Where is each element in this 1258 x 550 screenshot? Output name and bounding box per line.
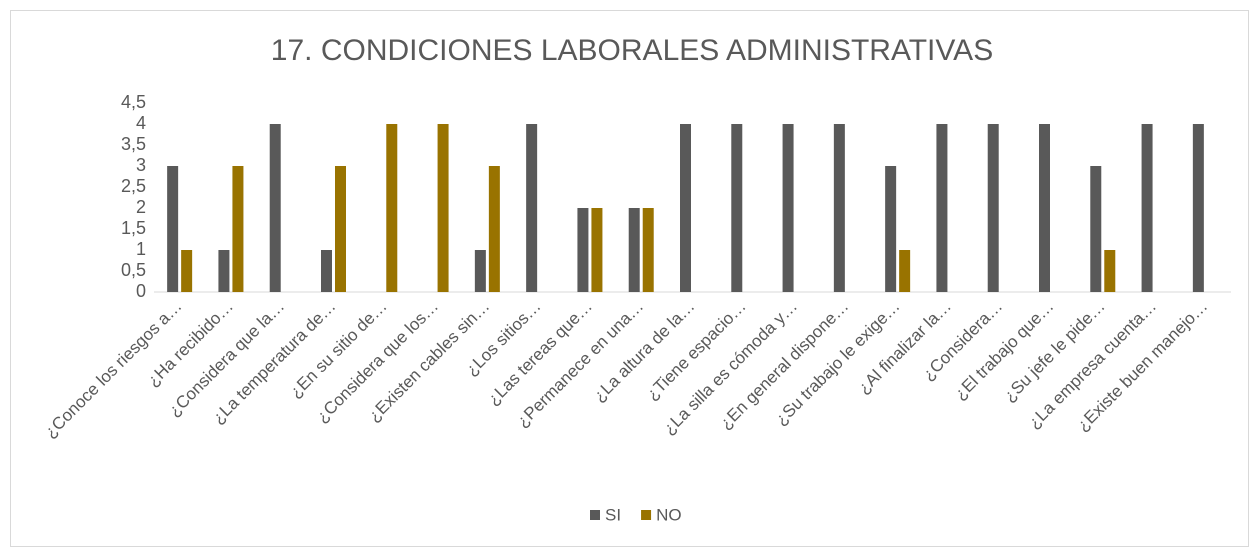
bar bbox=[474, 250, 486, 292]
bar bbox=[1090, 166, 1102, 292]
bar bbox=[218, 250, 230, 292]
bar bbox=[833, 124, 845, 292]
bar bbox=[167, 166, 179, 292]
y-tick-label: 4,5 bbox=[121, 92, 146, 112]
y-tick-label: 0 bbox=[136, 281, 146, 301]
bar bbox=[1039, 124, 1050, 292]
bar bbox=[232, 166, 244, 292]
legend-swatch bbox=[590, 510, 600, 520]
y-tick-label: 2 bbox=[136, 197, 146, 217]
bar bbox=[936, 124, 948, 292]
bar bbox=[1192, 124, 1204, 292]
bar bbox=[899, 250, 911, 292]
bar bbox=[577, 208, 589, 292]
legend-swatch bbox=[641, 510, 652, 520]
y-tick-label: 0,5 bbox=[121, 260, 146, 280]
bar bbox=[628, 208, 640, 292]
chart-title: 17. CONDICIONES LABORALES ADMINISTRATIVA… bbox=[271, 34, 993, 67]
bar bbox=[335, 166, 346, 292]
bar bbox=[1104, 250, 1116, 292]
bar bbox=[642, 208, 654, 292]
legend-label: SI bbox=[605, 505, 621, 524]
bar bbox=[782, 124, 794, 292]
bar bbox=[437, 124, 449, 292]
bar bbox=[181, 250, 193, 292]
y-tick-label: 3 bbox=[136, 155, 146, 175]
bar bbox=[987, 124, 999, 292]
bar bbox=[591, 208, 603, 292]
y-tick-label: 4 bbox=[136, 113, 146, 133]
bar bbox=[488, 166, 500, 292]
bar bbox=[680, 124, 691, 292]
y-tick-label: 2,5 bbox=[121, 176, 146, 196]
bar bbox=[269, 124, 281, 292]
bar bbox=[885, 166, 897, 292]
y-tick-label: 1 bbox=[136, 239, 146, 259]
bar bbox=[386, 124, 398, 292]
legend-label: NO bbox=[656, 505, 682, 524]
y-tick-label: 1,5 bbox=[121, 218, 146, 238]
bar bbox=[526, 124, 538, 292]
y-tick-label: 3,5 bbox=[121, 134, 146, 154]
bar bbox=[1141, 124, 1153, 292]
bar bbox=[731, 124, 743, 292]
bar bbox=[321, 250, 332, 292]
